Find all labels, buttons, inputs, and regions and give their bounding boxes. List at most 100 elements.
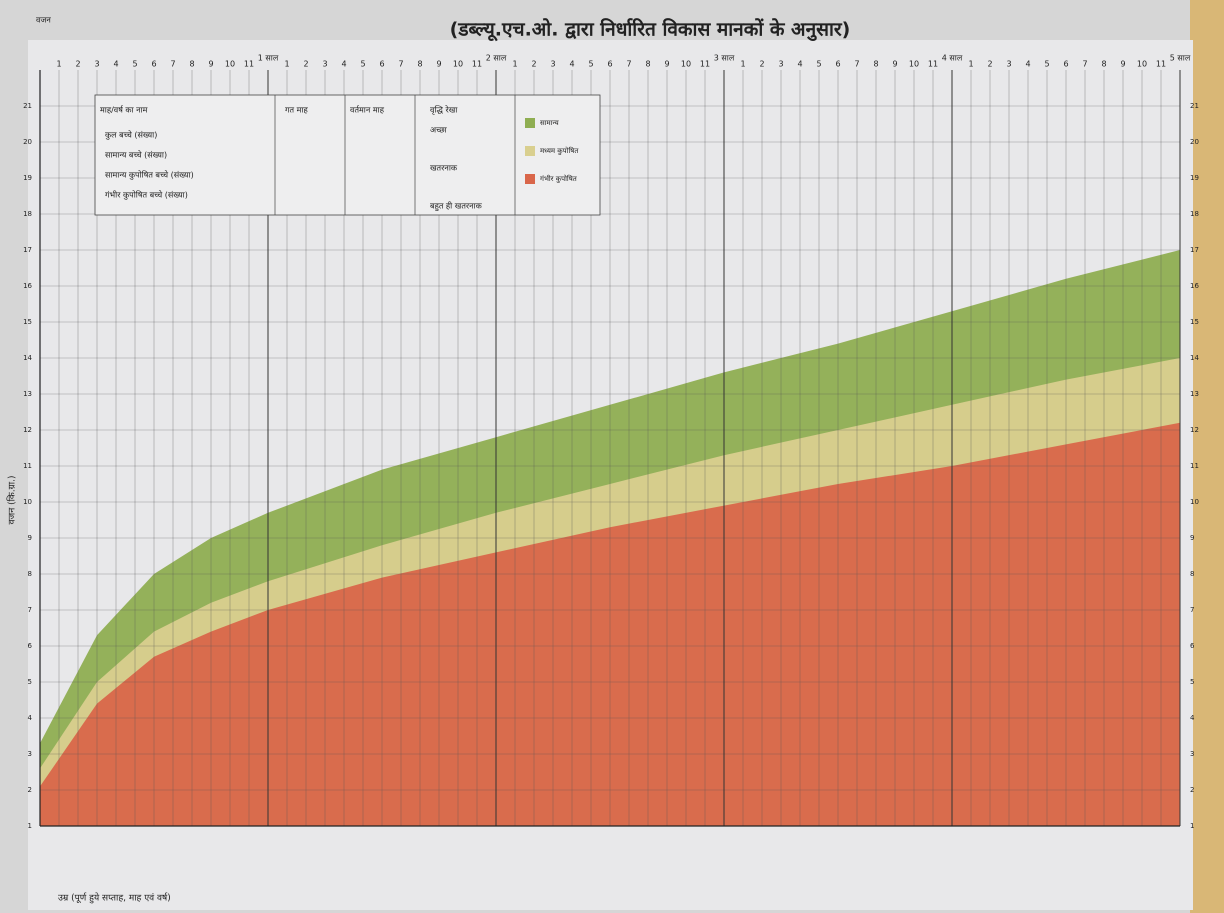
y-tick-label: 10 <box>23 498 32 506</box>
x-month-label: 9 <box>208 60 213 69</box>
x-month-label: 3 <box>550 60 555 69</box>
x-month-label: 11 <box>1156 60 1166 69</box>
x-month-label: 1 <box>56 60 61 69</box>
legend-label: गंभीर कुपोषित <box>540 174 578 183</box>
x-month-label: 4 <box>569 60 574 69</box>
x-month-label: 4 <box>341 60 346 69</box>
x-month-label: 8 <box>417 60 422 69</box>
y-tick-label: 2 <box>28 786 32 794</box>
x-month-label: 1 <box>284 60 289 69</box>
x-month-label: 6 <box>379 60 384 69</box>
x-month-label: 11 <box>472 60 482 69</box>
y-tick-label-right: 17 <box>1190 246 1199 254</box>
x-month-label: 7 <box>398 60 403 69</box>
y-axis-label: वजन (कि.ग्रा.) <box>6 476 18 525</box>
x-month-label: 4 <box>1025 60 1030 69</box>
x-month-label: 10 <box>681 60 691 69</box>
y-tick-label: 8 <box>28 570 32 578</box>
y-tick-label-right: 2 <box>1190 786 1194 794</box>
x-month-label: 5 <box>1044 60 1049 69</box>
y-tick-label-right: 10 <box>1190 498 1199 506</box>
y-corner-label: वजन <box>36 16 51 25</box>
x-month-label: 6 <box>607 60 612 69</box>
y-tick-label: 5 <box>28 678 32 686</box>
x-month-label: 2 <box>987 60 992 69</box>
x-month-label: 3 <box>1006 60 1011 69</box>
growth-line-label: अच्छा <box>430 126 448 135</box>
x-month-label: 3 <box>778 60 783 69</box>
x-month-label: 5 <box>132 60 137 69</box>
table-row-label: कुल बच्चे (संख्या) <box>105 130 157 141</box>
x-month-label: 7 <box>854 60 859 69</box>
table-header: गत माह <box>285 106 308 115</box>
x-month-label: 2 <box>75 60 80 69</box>
y-tick-label-right: 19 <box>1190 174 1199 182</box>
x-month-label: 3 <box>94 60 99 69</box>
growth-line-label: बहुत ही खतरनाक <box>430 201 483 212</box>
x-year-label: 4 साल <box>942 54 963 63</box>
chart-title: (डब्ल्यू.एच.ओ. द्वारा निर्धारित विकास मा… <box>450 18 851 42</box>
y-tick-label-right: 11 <box>1190 462 1199 470</box>
x-month-label: 1 <box>968 60 973 69</box>
x-month-label: 1 <box>740 60 745 69</box>
x-month-label: 11 <box>244 60 254 69</box>
x-month-label: 1 <box>512 60 517 69</box>
x-year-label: 2 साल <box>486 54 507 63</box>
y-tick-label: 14 <box>23 354 32 362</box>
x-month-label: 8 <box>189 60 194 69</box>
table-row-label: सामान्य कुपोषित बच्चे (संख्या) <box>105 170 194 181</box>
y-tick-label-right: 21 <box>1190 102 1199 110</box>
y-tick-label-right: 13 <box>1190 390 1199 398</box>
y-tick-label: 18 <box>23 210 32 218</box>
x-month-label: 2 <box>531 60 536 69</box>
x-month-label: 5 <box>360 60 365 69</box>
y-tick-label-right: 4 <box>1190 714 1195 722</box>
x-month-label: 9 <box>436 60 441 69</box>
x-month-label: 10 <box>1137 60 1147 69</box>
x-month-label: 9 <box>664 60 669 69</box>
x-year-label: 5 साल <box>1170 54 1191 63</box>
y-tick-label: 16 <box>23 282 32 290</box>
y-tick-label-right: 7 <box>1190 606 1194 614</box>
y-tick-label: 1 <box>28 822 32 830</box>
y-tick-label-right: 14 <box>1190 354 1199 362</box>
x-axis-label: उम्र (पूर्ण हुये सप्ताह, माह एवं वर्ष) <box>58 892 171 904</box>
x-month-label: 5 <box>588 60 593 69</box>
y-tick-label: 13 <box>23 390 32 398</box>
x-month-label: 7 <box>626 60 631 69</box>
legend-swatch <box>525 146 535 156</box>
y-tick-label: 12 <box>23 426 32 434</box>
x-month-label: 3 <box>322 60 327 69</box>
legend-label: सामान्य <box>540 119 560 127</box>
y-tick-label-right: 3 <box>1190 750 1194 758</box>
table-header: वृद्धि रेखा <box>430 105 458 116</box>
growth-line-label: खतरनाक <box>430 164 458 173</box>
y-tick-label-right: 9 <box>1190 534 1194 542</box>
chart: (डब्ल्यू.एच.ओ. द्वारा निर्धारित विकास मा… <box>0 0 1224 913</box>
x-month-label: 10 <box>909 60 919 69</box>
y-tick-label-right: 6 <box>1190 642 1195 650</box>
x-month-label: 2 <box>303 60 308 69</box>
y-tick-label: 9 <box>28 534 32 542</box>
x-year-label: 1 साल <box>258 54 279 63</box>
x-month-label: 6 <box>835 60 840 69</box>
x-year-label: 3 साल <box>714 54 735 63</box>
x-month-label: 9 <box>892 60 897 69</box>
table-header: वर्तमान माह <box>350 105 385 115</box>
wall-edge <box>1190 0 1224 913</box>
y-tick-label: 17 <box>23 246 32 254</box>
table-row-label: गंभीर कुपोषित बच्चे (संख्या) <box>105 190 188 201</box>
y-tick-label-right: 8 <box>1190 570 1194 578</box>
y-tick-label: 15 <box>23 318 32 326</box>
x-month-label: 4 <box>113 60 118 69</box>
x-month-label: 6 <box>151 60 156 69</box>
y-tick-label-right: 15 <box>1190 318 1199 326</box>
x-month-label: 11 <box>700 60 710 69</box>
legend-swatch <box>525 118 535 128</box>
x-month-label: 2 <box>759 60 764 69</box>
x-month-label: 6 <box>1063 60 1068 69</box>
y-tick-label: 7 <box>28 606 32 614</box>
x-month-label: 7 <box>170 60 175 69</box>
y-tick-label-right: 12 <box>1190 426 1199 434</box>
